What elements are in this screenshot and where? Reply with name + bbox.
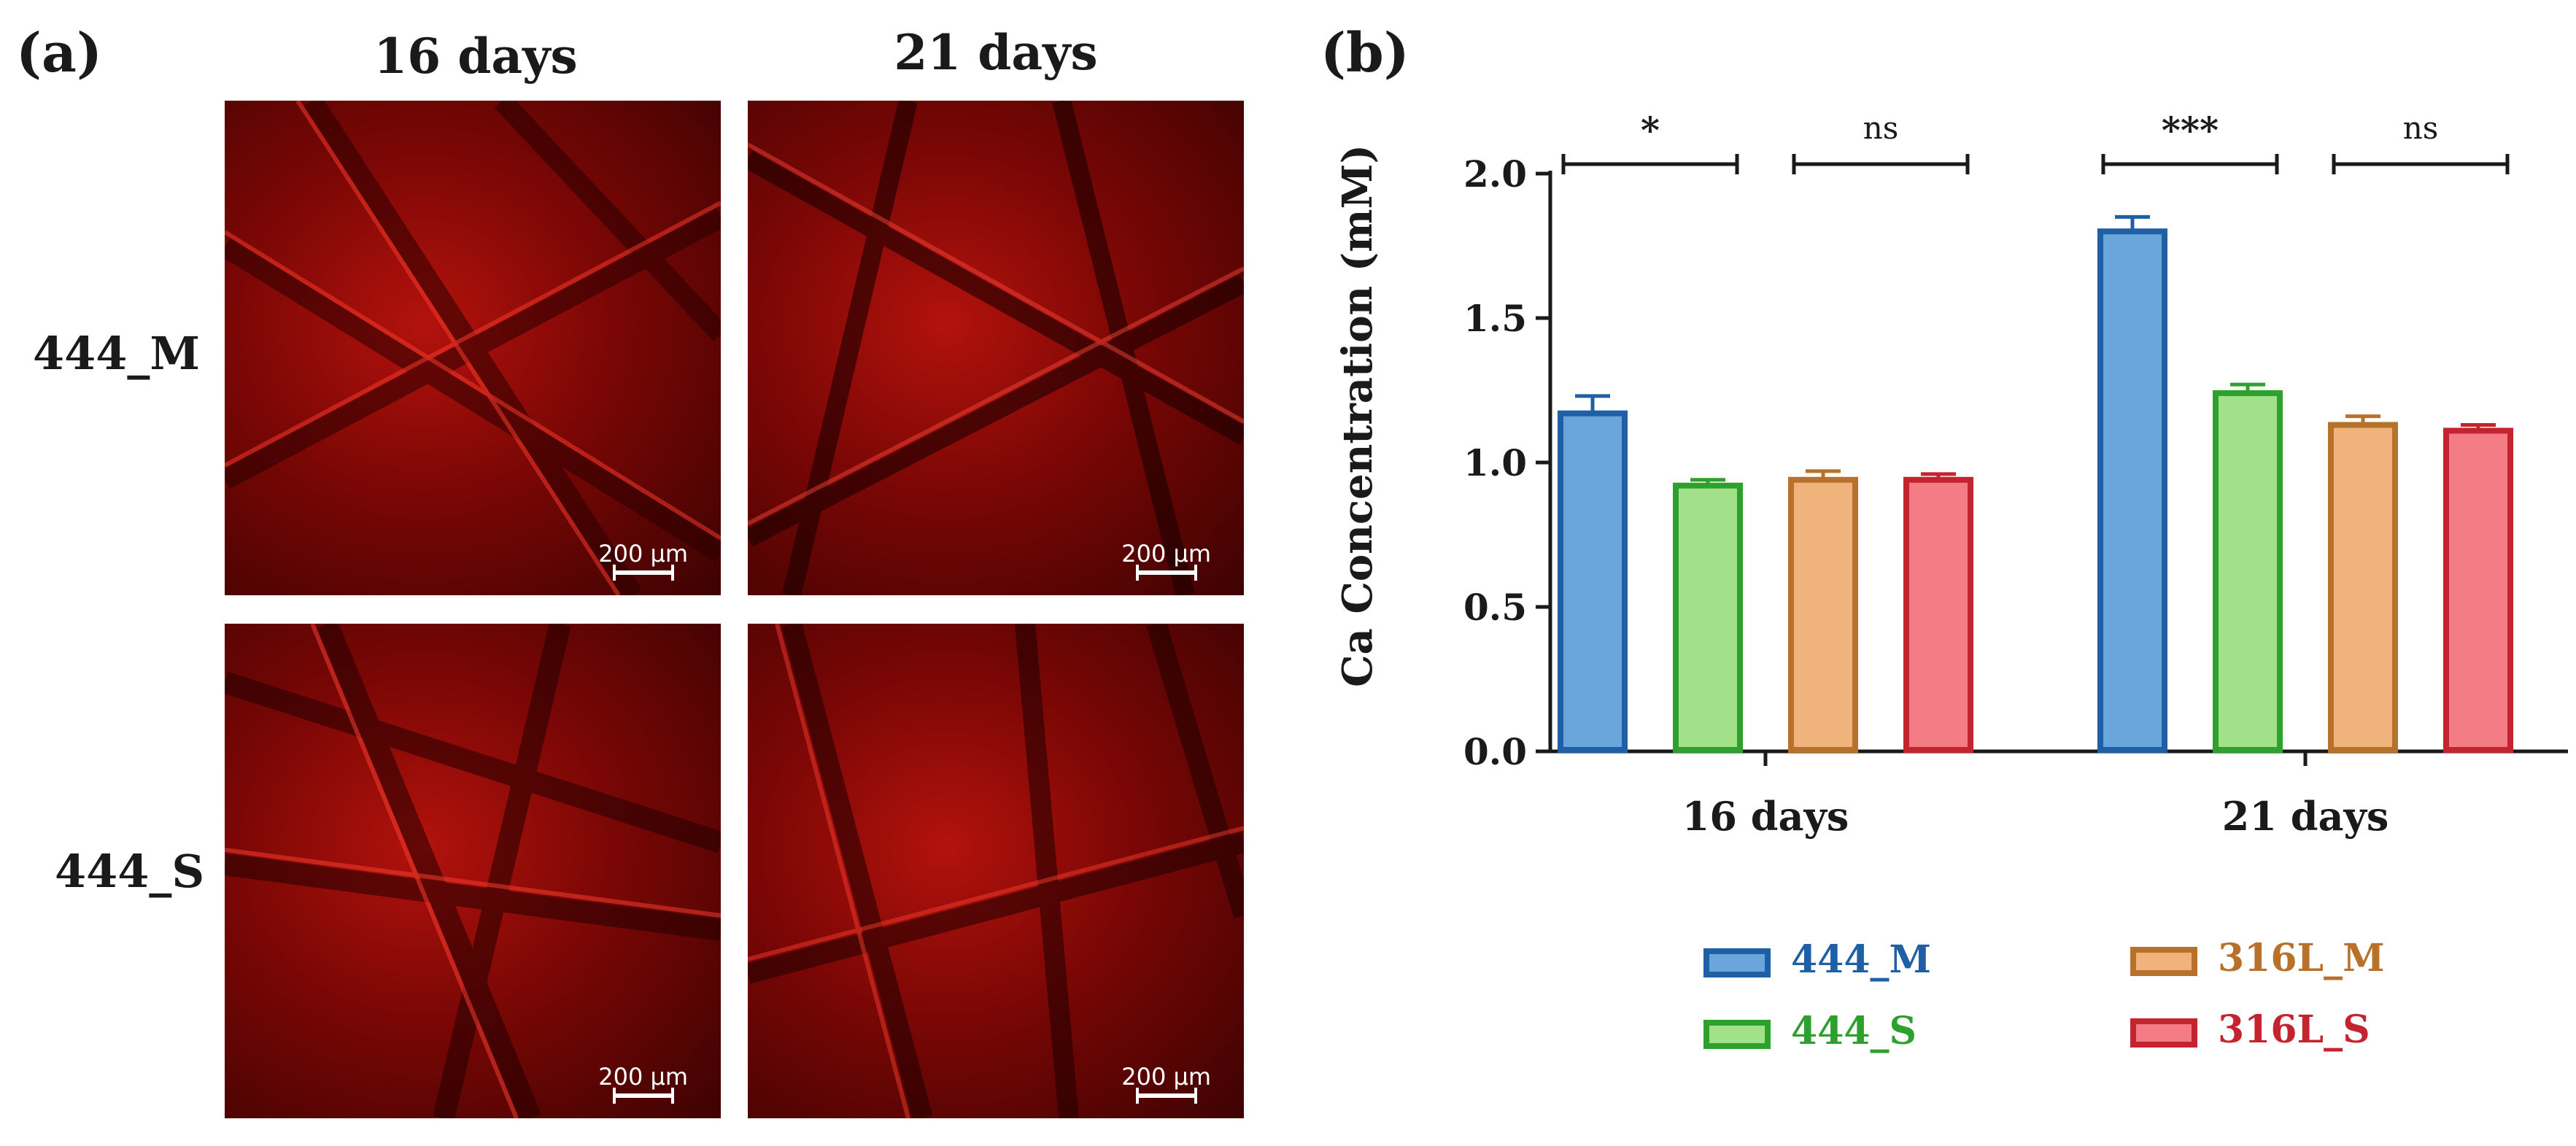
legend-swatch (1703, 948, 1771, 977)
legend-swatch (2130, 946, 2197, 976)
y-tick-label: 2.0 (1463, 152, 1527, 195)
significance-label: *** (2162, 109, 2219, 152)
column-header-21-days: 21 days (894, 24, 1098, 81)
scale-bar: 200 µm (598, 540, 688, 581)
y-axis-label: Ca Concentration (mM) (1334, 144, 1382, 687)
significance-brackets: * ns *** ns (1561, 109, 2510, 174)
bar-316l-m (1788, 476, 1858, 753)
bar-316l-m (2328, 422, 2398, 753)
fiber-network (225, 101, 721, 595)
legend-label: 444_S (1791, 1009, 1917, 1053)
bar-316l-s (2443, 427, 2513, 753)
legend-swatch (1703, 1019, 1771, 1049)
bar-444-s (2213, 390, 2283, 753)
panel-b-label: (b) (1320, 22, 1409, 85)
legend-item-444-s: 444_S (1703, 1009, 1916, 1053)
scale-bar: 200 µm (598, 1063, 688, 1104)
micrograph-444-s-16-days: 200 µm (225, 624, 721, 1118)
row-header-444-s: 444_S (55, 845, 205, 898)
significance-label: ns (1863, 110, 1899, 146)
legend-label: 444_M (1791, 937, 1932, 982)
micrograph-444-m-21-days: 200 µm (748, 101, 1244, 595)
row-header-444-m: 444_M (33, 327, 201, 380)
significance-label: ns (2403, 110, 2439, 146)
y-tick-label: 0.0 (1463, 730, 1527, 773)
y-axis-label-group: Ca Concentration (mM) (1334, 144, 1382, 687)
micrograph-444-m-16-days: 200 µm (225, 101, 721, 595)
bar-444-s (1673, 482, 1743, 753)
x-tick-label: 21 days (2222, 793, 2389, 840)
column-header-16-days: 16 days (374, 28, 578, 85)
significance-label: * (1641, 109, 1660, 152)
legend-label: 316L_M (2218, 936, 2385, 980)
y-tick-label: 0.5 (1463, 586, 1527, 629)
fiber-network (225, 624, 721, 1118)
legend-item-316l-s: 316L_S (2130, 1007, 2370, 1052)
bars (1558, 214, 2513, 753)
fiber-network (748, 624, 1244, 1118)
axes: 0.0 0.5 1.0 1.5 2.0 16 days 21 days (1463, 152, 2568, 840)
legend-swatch (2130, 1018, 2197, 1048)
fiber-network (748, 101, 1244, 595)
legend-item-444-m: 444_M (1703, 937, 1931, 982)
bar-444-m (2097, 228, 2167, 753)
y-tick-label: 1.5 (1463, 297, 1527, 340)
x-tick-label: 16 days (1682, 793, 1849, 840)
bar-444-m (1558, 410, 1628, 753)
y-tick-label: 1.0 (1463, 441, 1527, 484)
legend-item-316l-m: 316L_M (2130, 936, 2385, 980)
micrograph-444-s-21-days: 200 µm (748, 624, 1244, 1118)
panel-a-label: (a) (16, 22, 102, 85)
bar-316l-s (1903, 476, 1973, 753)
scale-bar: 200 µm (1121, 1063, 1211, 1104)
legend-label: 316L_S (2218, 1007, 2370, 1052)
bar-chart: Ca Concentration (mM) 0.0 0.5 1.0 1.5 2.0 16 … (1334, 109, 2568, 840)
scale-bar: 200 µm (1121, 540, 1211, 581)
